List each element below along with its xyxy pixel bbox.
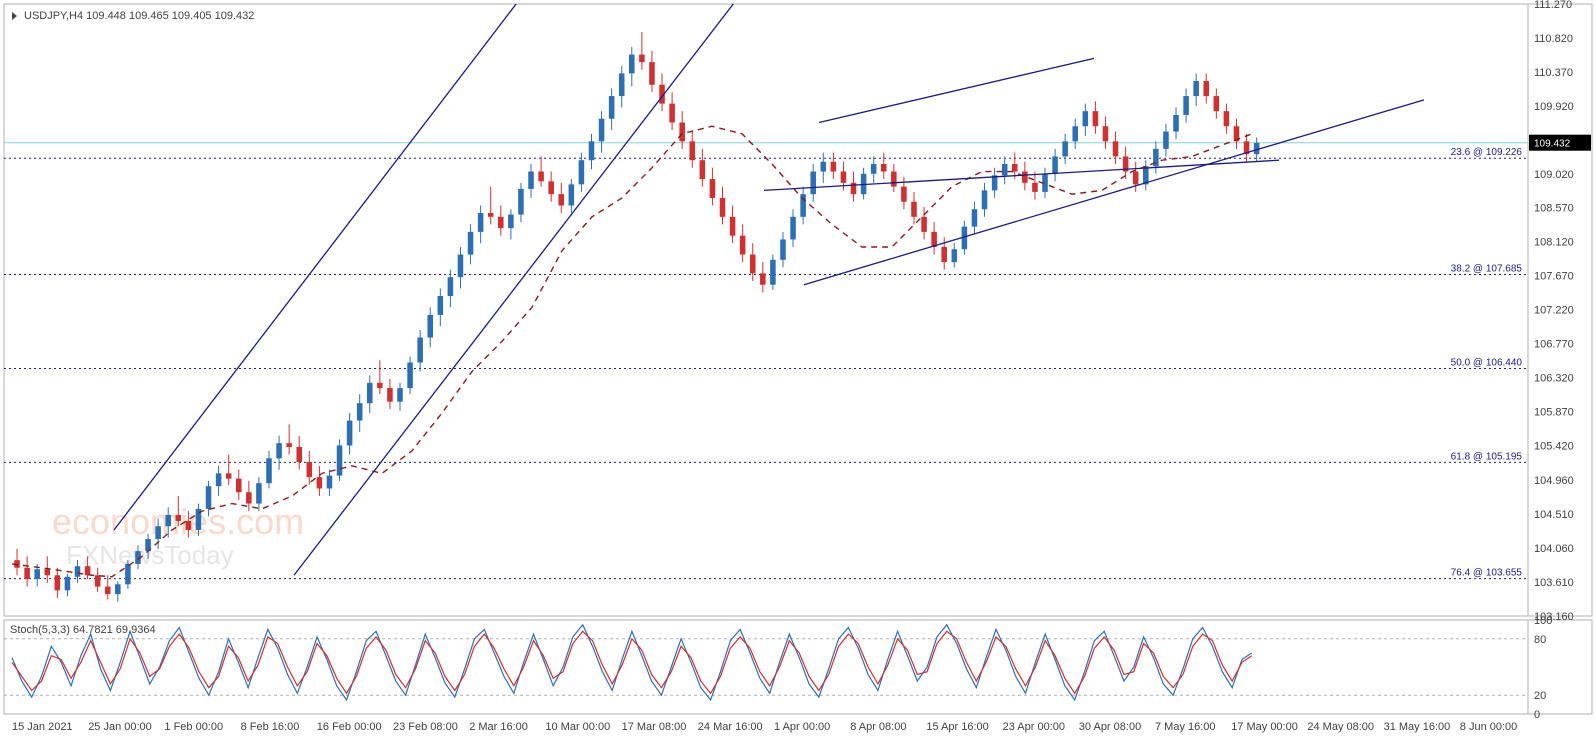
y-tick: 108.570 [1534,203,1574,215]
x-tick: 24 Mar 16:00 [698,721,763,733]
y-tick: 104.960 [1534,475,1574,487]
y-tick: 104.510 [1534,509,1574,521]
x-tick: 2 Mar 16:00 [469,721,528,733]
x-tick: 1 Feb 00:00 [164,721,223,733]
y-tick: 107.670 [1534,271,1574,283]
x-tick: 17 Mar 08:00 [622,721,687,733]
stoch-y-tick: 100 [1534,615,1552,627]
x-tick: 10 Mar 00:00 [545,721,610,733]
x-tick: 23 Apr 00:00 [1003,721,1065,733]
y-tick: 106.320 [1534,373,1574,385]
x-tick: 15 Jan 2021 [12,721,73,733]
stoch-y-tick: 80 [1534,634,1546,646]
x-tick: 7 May 16:00 [1155,721,1216,733]
fib-label: 76.4 @ 103.655 [1451,568,1523,579]
y-tick: 104.060 [1534,543,1574,555]
x-tick: 8 Apr 08:00 [850,721,906,733]
y-tick: 111.270 [1534,0,1572,11]
stoch-y-tick: 0 [1534,709,1540,721]
y-tick: 110.370 [1534,67,1573,79]
x-tick: 1 Apr 00:00 [774,721,830,733]
x-tick: 17 May 00:00 [1231,721,1298,733]
fib-label: 50.0 @ 106.440 [1451,357,1523,368]
x-tick: 30 Apr 08:00 [1079,721,1141,733]
x-tick: 31 May 16:00 [1384,721,1451,733]
chart-svg[interactable]: economies.comFXNewsToday23.6 @ 109.22638… [0,0,1596,743]
fib-label: 23.6 @ 109.226 [1451,147,1523,158]
fib-label: 61.8 @ 105.195 [1451,451,1523,462]
x-tick: 23 Feb 08:00 [393,721,458,733]
stoch-label: Stoch(5,3,3) 64.7821 69.9364 [10,624,156,636]
y-tick: 109.020 [1534,169,1574,181]
y-tick: 107.220 [1534,305,1574,317]
x-tick: 15 Apr 16:00 [926,721,988,733]
y-tick: 110.820 [1534,33,1573,45]
y-tick: 103.610 [1534,577,1574,589]
x-tick: 24 May 08:00 [1307,721,1374,733]
symbol-ohlc: USDJPY,H4 109.448 109.465 109.405 109.43… [24,10,254,22]
x-tick: 8 Feb 16:00 [241,721,300,733]
stoch-y-tick: 20 [1534,690,1546,702]
price-flag-label: 109.432 [1534,139,1571,150]
y-tick: 109.920 [1534,101,1574,113]
chart-header: USDJPY,H4 109.448 109.465 109.405 109.43… [12,10,254,22]
y-tick: 105.420 [1534,440,1574,452]
y-tick: 106.770 [1534,339,1574,351]
fib-label: 38.2 @ 107.685 [1451,264,1523,275]
x-tick: 8 Jun 00:00 [1460,721,1518,733]
y-tick: 105.870 [1534,406,1574,418]
chart-container: economies.comFXNewsToday23.6 @ 109.22638… [0,0,1596,743]
x-tick: 16 Feb 00:00 [317,721,382,733]
x-tick: 25 Jan 00:00 [88,721,152,733]
y-tick: 108.120 [1534,237,1574,249]
